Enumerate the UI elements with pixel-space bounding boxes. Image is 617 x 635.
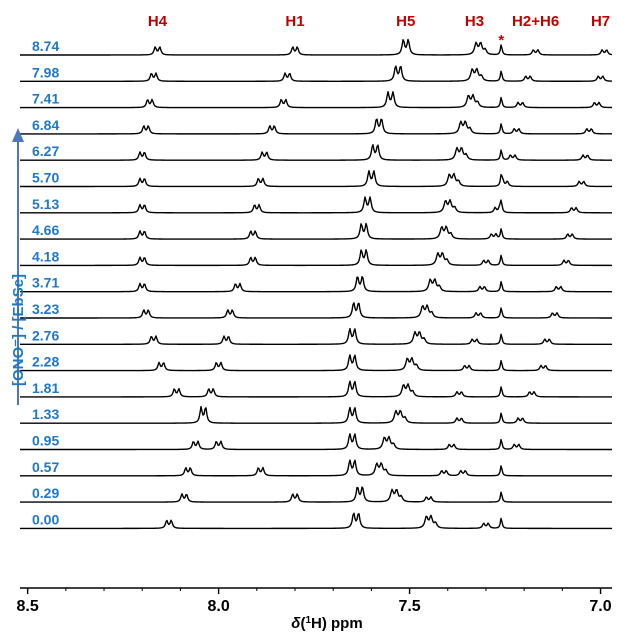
- ratio-label: 5.13: [32, 196, 59, 212]
- spectrum-trace: [20, 196, 612, 214]
- spectrum-trace: [20, 118, 613, 135]
- spectrum-trace: [20, 354, 612, 372]
- ratio-label: 4.18: [32, 248, 59, 264]
- spectrum-trace: [20, 275, 612, 293]
- spectrum-trace: [20, 302, 612, 319]
- peak-label-h5: H5: [396, 13, 415, 30]
- peak-label-h3: H3: [465, 13, 484, 30]
- spectrum-trace: [20, 459, 612, 477]
- x-axis: 8.5 8.0 7.5 7.0: [17, 587, 612, 615]
- spectrum-trace: [20, 380, 612, 398]
- ratio-label: 0.95: [32, 433, 59, 449]
- spectra-stack: [20, 38, 613, 530]
- spectrum-trace: [20, 65, 613, 82]
- spectrum-trace: [20, 222, 612, 240]
- x-title-open: (: [300, 615, 305, 632]
- spectrum-trace: [20, 38, 613, 56]
- ratio-label: 2.28: [32, 354, 59, 370]
- x-title-element: H) ppm: [311, 615, 363, 632]
- peak-label-h1: H1: [285, 13, 304, 30]
- peak-assignment-labels: H4 H1 H5 H3 H2+H6 H7 *: [148, 13, 610, 49]
- x-tick-label: 8.5: [17, 598, 39, 615]
- spectrum-trace: [20, 433, 612, 451]
- x-title-delta: δ: [291, 615, 301, 632]
- ratio-label: 4.66: [32, 222, 59, 238]
- ratio-labels: 8.74 7.98 7.41 6.84 6.27 5.70 5.13 4.66 4.18 3.71…: [32, 38, 59, 527]
- peak-label-h7: H7: [591, 13, 610, 30]
- ratio-label: 0.29: [32, 485, 59, 501]
- x-tick-label: 8.0: [207, 598, 229, 615]
- x-tick-label: 7.0: [589, 598, 611, 615]
- ratio-label: 1.81: [32, 380, 59, 396]
- spectrum-trace: [20, 486, 612, 503]
- ratio-label: 8.74: [32, 38, 59, 54]
- x-axis-title: δ(1H) ppm: [291, 615, 362, 633]
- ratio-label: 5.70: [32, 170, 59, 186]
- peak-label-h4: H4: [148, 13, 168, 30]
- x-tick-label: 7.5: [398, 598, 420, 615]
- ratio-label: 7.41: [32, 91, 59, 107]
- ratio-label: 3.71: [32, 275, 59, 291]
- spectrum-trace: [20, 144, 612, 161]
- ratio-label: 2.76: [32, 327, 59, 343]
- spectrum-trace: [20, 169, 612, 188]
- ratio-label: 1.33: [32, 406, 59, 422]
- ratio-label: 6.27: [32, 143, 59, 159]
- y-axis-title-group: [ONO⁻] / [EbSe]: [10, 128, 27, 405]
- ratio-label: 3.23: [32, 301, 59, 317]
- x-title-sup: 1: [305, 615, 311, 626]
- ratio-label: 7.98: [32, 64, 59, 80]
- spectrum-trace: [20, 327, 612, 345]
- y-axis-title: [ONO⁻] / [EbSe]: [10, 274, 27, 386]
- y-axis-arrow-head: [12, 128, 24, 142]
- ratio-label: 0.57: [32, 459, 59, 475]
- spectrum-trace: [20, 91, 613, 109]
- impurity-asterisk: *: [498, 32, 504, 49]
- spectrum-trace: [20, 405, 612, 424]
- ratio-label: 6.84: [32, 117, 59, 133]
- spectrum-trace: [20, 249, 612, 267]
- ratio-label: 0.00: [32, 511, 59, 527]
- spectrum-trace: [20, 512, 612, 530]
- peak-label-h2-h6: H2+H6: [512, 13, 559, 30]
